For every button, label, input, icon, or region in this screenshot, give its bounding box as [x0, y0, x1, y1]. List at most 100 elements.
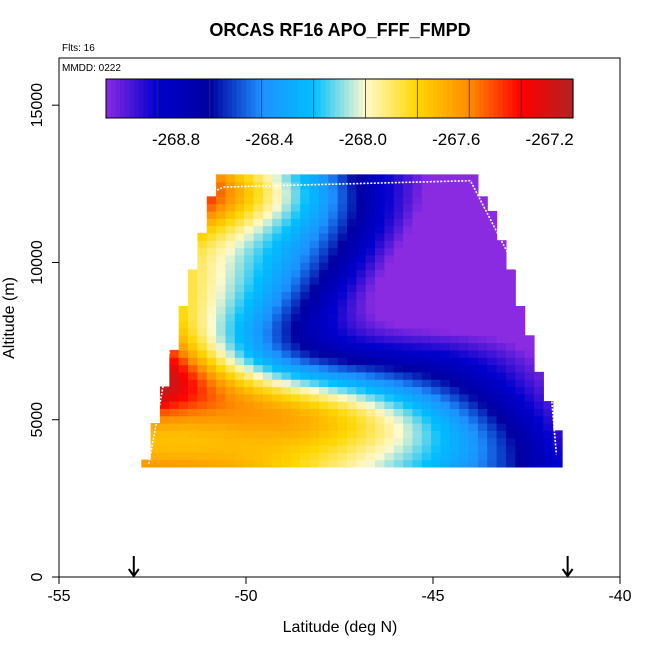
heatmap-cell	[393, 181, 404, 190]
heatmap-cell	[375, 452, 385, 461]
heatmap-cell	[281, 379, 292, 388]
heatmap-cell	[440, 254, 451, 263]
heatmap-cell	[244, 386, 255, 395]
heatmap-cell	[356, 306, 367, 314]
heatmap-cell	[244, 335, 255, 344]
colorbar-swatch	[138, 79, 144, 118]
heatmap-cell	[431, 203, 442, 212]
heatmap-cell	[496, 240, 507, 249]
heatmap-cell	[384, 408, 395, 417]
heatmap-cell	[393, 437, 404, 446]
heatmap-cell	[515, 430, 526, 439]
heatmap-cell	[449, 203, 460, 212]
heatmap-cell	[290, 276, 301, 285]
heatmap-cell	[515, 327, 526, 336]
heatmap-cell	[234, 254, 245, 263]
heatmap-cell	[384, 430, 395, 439]
colorbar-swatch	[376, 79, 383, 118]
heatmap-cell	[477, 357, 488, 366]
heatmap-cell	[244, 357, 255, 366]
heatmap-cell	[272, 430, 283, 439]
colorbar-swatch	[297, 79, 303, 118]
heatmap-cell	[356, 313, 367, 322]
heatmap-cell	[262, 437, 273, 446]
heatmap-cell	[384, 240, 395, 249]
heatmap-cell	[496, 320, 507, 329]
heatmap-cell	[440, 189, 451, 197]
heatmap-cell	[412, 415, 423, 424]
heatmap-cell	[533, 415, 544, 424]
heatmap-cell	[459, 423, 470, 431]
heatmap-cell	[459, 386, 470, 395]
colorbar-swatch	[180, 79, 186, 118]
heatmap-cell	[262, 284, 273, 292]
heatmap-cell	[253, 408, 264, 417]
heatmap-cell	[272, 393, 283, 402]
heatmap-cell	[309, 342, 320, 351]
heatmap-cell	[449, 247, 460, 256]
heatmap-cell	[496, 298, 507, 307]
heatmap-cell	[216, 393, 227, 402]
heatmap-cell	[477, 298, 488, 307]
heatmap-cell	[431, 196, 442, 205]
heatmap-cell	[309, 306, 320, 314]
heatmap-cell	[309, 357, 320, 366]
heatmap-cell	[459, 401, 470, 409]
heatmap-cell	[449, 408, 460, 417]
heatmap-cell	[412, 364, 423, 373]
heatmap-cell	[309, 203, 320, 212]
heatmap-cell	[356, 196, 367, 205]
heatmap-cell	[272, 240, 283, 249]
heatmap-cell	[346, 349, 357, 358]
heatmap-cell	[431, 401, 442, 409]
heatmap-cell	[440, 393, 451, 402]
heatmap-cell	[309, 232, 320, 241]
heatmap-cell	[206, 247, 217, 256]
heatmap-cell	[253, 386, 264, 395]
heatmap-cell	[477, 232, 488, 241]
heatmap-cell	[543, 408, 554, 417]
heatmap-cell	[290, 386, 301, 395]
heatmap-cell	[244, 291, 255, 300]
heatmap-cell	[412, 320, 423, 329]
heatmap-cell	[309, 386, 320, 395]
heatmap-cell	[431, 262, 442, 271]
heatmap-cell	[412, 203, 423, 212]
heatmap-cell	[505, 415, 516, 424]
heatmap-cell	[487, 320, 498, 329]
heatmap-cell	[356, 393, 367, 402]
heatmap-cell	[384, 269, 395, 278]
heatmap-cell	[393, 174, 404, 183]
heatmap-cell	[440, 327, 451, 336]
heatmap-cell	[440, 181, 451, 190]
heatmap-cell	[290, 225, 301, 234]
heatmap-cell	[393, 444, 404, 453]
heatmap-cell	[272, 306, 283, 314]
heatmap-cell	[300, 408, 311, 417]
colorbar-swatch	[269, 79, 275, 118]
heatmap-cell	[487, 247, 498, 256]
heatmap-cell	[216, 196, 227, 205]
heatmap-cell	[225, 189, 236, 197]
colorbar-swatch	[148, 79, 154, 118]
heatmap-cell	[477, 386, 488, 395]
heatmap-cell	[281, 371, 292, 380]
heatmap-cell	[346, 444, 357, 453]
heatmap-cell	[169, 430, 180, 439]
colorbar-tick-label: -268.8	[152, 130, 200, 149]
heatmap-cell	[449, 320, 460, 329]
heatmap-cell	[421, 225, 432, 234]
heatmap-cell	[253, 423, 264, 431]
heatmap-cell	[403, 444, 414, 453]
heatmap-cell	[524, 371, 535, 380]
heatmap-cell	[216, 364, 227, 373]
heatmap-cell	[449, 452, 460, 461]
heatmap-cell	[206, 444, 217, 453]
heatmap-cell	[225, 349, 236, 358]
heatmap-cell	[431, 320, 442, 329]
heatmap-cell	[449, 349, 460, 358]
heatmap-cell	[505, 393, 516, 402]
heatmap-cell	[290, 415, 301, 424]
heatmap-cell	[487, 240, 498, 249]
heatmap-cell	[487, 393, 498, 402]
